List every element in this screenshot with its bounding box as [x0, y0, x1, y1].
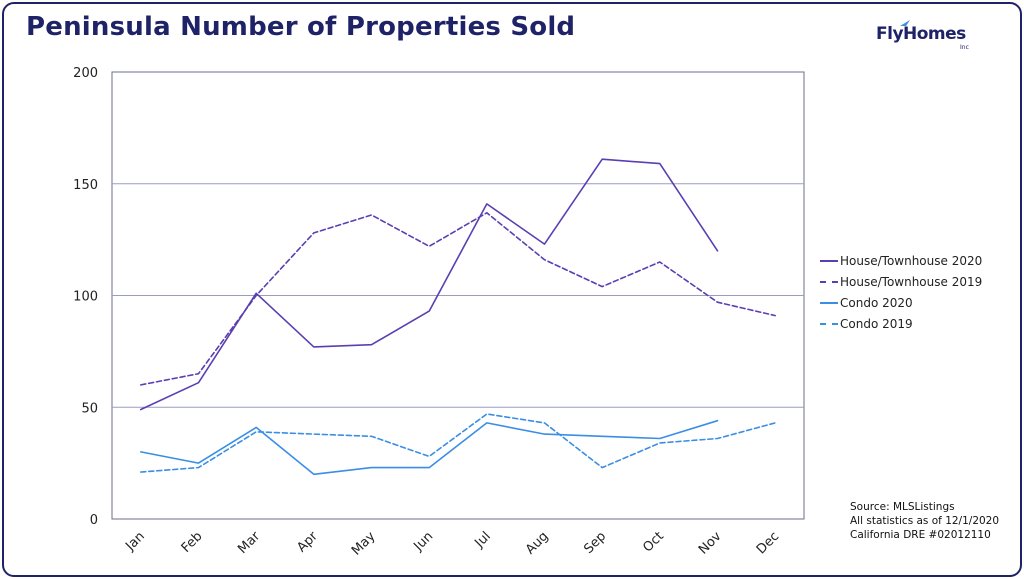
source-note: Source: MLSListings All statistics as of…	[850, 500, 999, 542]
series-line	[141, 159, 718, 409]
x-tick-label: Jun	[411, 529, 437, 555]
y-tick-label: 200	[73, 66, 98, 81]
y-tick-label: 100	[73, 290, 98, 305]
y-tick-label: 0	[90, 513, 98, 528]
y-tick-label: 50	[81, 401, 98, 416]
source-line: All statistics as of 12/1/2020	[850, 514, 999, 528]
series-line	[141, 421, 718, 475]
legend-swatch	[820, 302, 838, 304]
x-tick-label: Feb	[179, 529, 206, 556]
x-tick-label: Sep	[581, 529, 609, 557]
legend-label: Condo 2019	[840, 314, 913, 335]
x-tick-label: Jul	[471, 529, 493, 551]
x-tick-label: Nov	[696, 529, 725, 558]
x-tick-label: Dec	[754, 529, 782, 557]
series-line	[141, 414, 775, 472]
series-line	[141, 213, 775, 385]
legend-label: House/Townhouse 2020	[840, 251, 982, 272]
series-layer	[141, 159, 775, 474]
legend-swatch	[820, 323, 838, 325]
x-tick-label: May	[349, 529, 379, 559]
legend-swatch	[820, 281, 838, 283]
x-tick-label: Jan	[122, 529, 147, 554]
y-axis-ticks: 0 50 100 150 200	[73, 66, 98, 528]
x-tick-label: Mar	[235, 529, 263, 557]
x-tick-label: Aug	[523, 529, 552, 558]
x-tick-label: Oct	[640, 529, 667, 556]
legend-label: Condo 2020	[840, 293, 913, 314]
x-axis-ticks: Jan Feb Mar Apr May Jun Jul Aug Sep Oct Nov Dec	[122, 529, 782, 559]
legend-label: House/Townhouse 2019	[840, 272, 982, 293]
x-tick-label: Apr	[294, 529, 321, 556]
y-tick-label: 150	[73, 178, 98, 193]
legend-swatch	[820, 260, 838, 262]
source-line: California DRE #02012110	[850, 528, 999, 542]
source-line: Source: MLSListings	[850, 500, 999, 514]
